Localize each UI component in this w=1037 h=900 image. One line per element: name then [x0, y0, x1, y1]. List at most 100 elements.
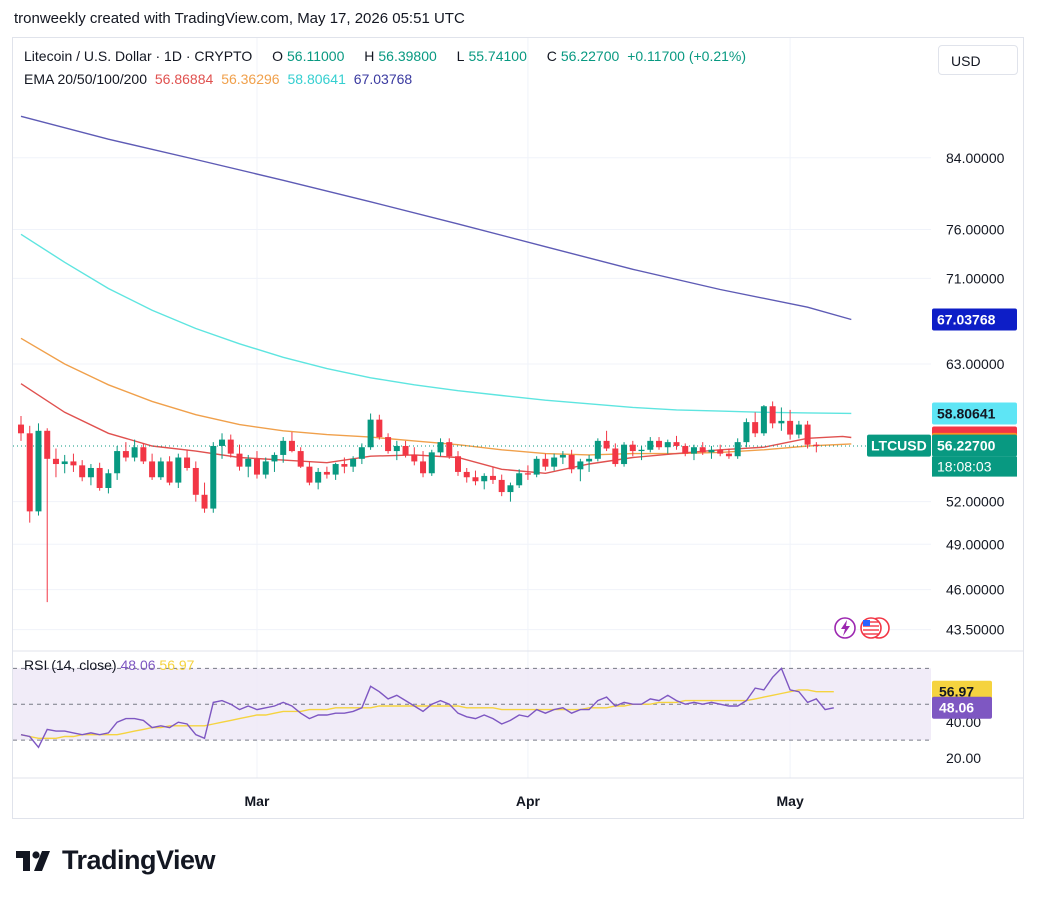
chart-frame: 84.00000 76.00000 71.00000 63.00000 52.00000… [12, 37, 1024, 819]
candle-body [297, 451, 304, 467]
candle-body [638, 449, 645, 452]
candle-body [656, 440, 663, 448]
price-tick-label: 46.00000 [946, 582, 1005, 598]
candle-body [140, 447, 147, 462]
candle-body [341, 464, 348, 467]
candle-body [778, 420, 785, 424]
candle-body [542, 458, 549, 467]
tradingview-logo-icon [16, 850, 50, 871]
candle-body [70, 461, 77, 466]
price-tick-label: 49.00000 [946, 536, 1005, 552]
high-label: H [364, 48, 375, 64]
price-tick-label: 63.00000 [946, 356, 1005, 372]
price-tick-label: 52.00000 [946, 494, 1005, 510]
candle-body [489, 475, 496, 480]
price-tick-label: 84.00000 [946, 150, 1005, 166]
candle-body [559, 454, 566, 458]
change-value: +0.11700 (+0.21%) [627, 48, 747, 64]
symbol-label[interactable]: Litecoin / U.S. Dollar · 1D · CRYPTO [24, 48, 253, 64]
candle-body [26, 433, 33, 512]
candle-body [96, 467, 103, 488]
close-value: 56.22700 [560, 48, 620, 64]
candle-body [760, 406, 767, 434]
close-label: C [546, 48, 557, 64]
candle-body [253, 458, 260, 475]
price-label-text: 58.80641 [937, 405, 996, 421]
candle-body [210, 445, 217, 509]
candle-body [664, 442, 671, 448]
candle-body [472, 477, 479, 482]
price-label-box [932, 434, 1017, 457]
countdown-text: 18:08:03 [937, 459, 992, 475]
price-label-text: 56.22700 [937, 438, 996, 454]
candle-body [61, 461, 68, 465]
candle-body [717, 449, 724, 454]
rsi-line [20, 667, 834, 749]
candle-body [629, 444, 636, 452]
candle-body [787, 420, 794, 435]
time-axis-label: Mar [245, 793, 270, 809]
candle-body [813, 444, 820, 446]
candle-body [804, 424, 811, 445]
rsi-label[interactable]: RSI (14, close) [24, 657, 117, 673]
flag-canton [863, 620, 870, 626]
candle-body [18, 424, 24, 434]
candle-body [455, 456, 461, 472]
ema100-value: 58.80641 [287, 71, 346, 87]
high-value: 56.39800 [378, 48, 437, 64]
candle-body [612, 448, 619, 465]
candle-body [114, 451, 121, 474]
candle-body [175, 457, 182, 483]
lightning-glyph-icon [841, 620, 850, 636]
candle-body [219, 439, 226, 446]
candle-body [367, 419, 374, 448]
candle-body [306, 466, 313, 483]
candle-body [524, 473, 531, 475]
candle-body [708, 449, 715, 453]
candle-body [603, 440, 610, 449]
candle-body [323, 471, 330, 475]
candle-body [149, 461, 156, 478]
candle-body [673, 442, 680, 446]
candle-body [594, 440, 601, 459]
candle-body [586, 458, 593, 462]
chart-header-title: tronweekly created with TradingView.com,… [14, 10, 465, 27]
candle-body [621, 444, 628, 465]
ema20-value: 56.86884 [154, 71, 214, 87]
candle-body [498, 479, 505, 493]
candle-body [288, 440, 295, 452]
candle-body [446, 442, 453, 457]
candle-body [481, 475, 488, 482]
candle-body [690, 447, 697, 454]
candle-body [122, 451, 129, 458]
candle-body [227, 439, 234, 454]
candle-body [236, 453, 243, 467]
candle-body [44, 430, 51, 459]
candle-body [192, 467, 199, 495]
time-axis-label: May [777, 793, 804, 809]
candle-body [131, 447, 138, 458]
chart-canvas[interactable]: 84.00000 76.00000 71.00000 63.00000 52.00000… [13, 38, 1023, 818]
candle-body [420, 461, 427, 474]
rsi-label-text: 56.97 [939, 684, 974, 700]
candle-body [725, 453, 732, 457]
candle-body [463, 471, 470, 478]
candle-body [376, 419, 383, 438]
candle-body [105, 473, 112, 488]
candle-body [402, 445, 409, 455]
symbol-tag-box [867, 434, 931, 457]
candle-body [795, 424, 802, 435]
price-tick-label: 76.00000 [946, 222, 1005, 238]
candle-body [350, 458, 357, 467]
currency-button[interactable]: USD [938, 45, 1018, 75]
open-label: O [272, 48, 283, 64]
ema50-value: 56.36296 [221, 71, 280, 87]
tradingview-logo: TradingView [16, 845, 216, 876]
candle-body [752, 422, 759, 434]
candle-body [184, 457, 191, 468]
ema-label[interactable]: EMA 20/50/100/200 [24, 71, 147, 87]
candle-body [699, 447, 706, 453]
low-value: 55.74100 [468, 48, 527, 64]
candle-body [393, 445, 400, 452]
candle-body [245, 458, 252, 467]
